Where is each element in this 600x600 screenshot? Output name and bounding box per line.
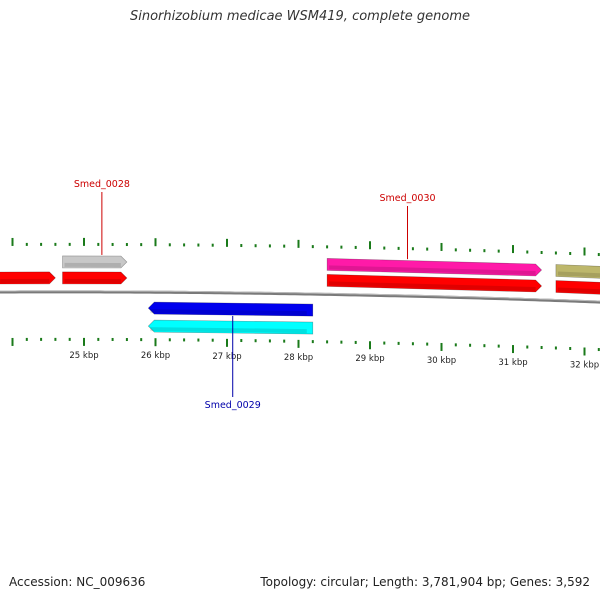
gene-arrow [147,319,314,335]
gene-label: Smed_0029 [205,400,261,411]
bottom-tick-track [11,337,600,356]
genome-backbone [0,290,600,304]
gene-arrow-shade [557,271,600,278]
axis-tick-label: 31 kbp [498,358,527,368]
gene-features [0,255,600,335]
gene-arrow [555,280,600,295]
gene-arrow [326,258,543,277]
gene-arrow [62,271,128,285]
axis-tick-label: 30 kbp [427,356,456,366]
backbone-line [0,290,600,304]
gene-arrow-shade [329,265,536,275]
gene-arrow-shade [329,281,536,291]
axis-tick-label: 28 kbp [284,353,313,363]
gene-arrow [147,301,314,317]
map-title: Sinorhizobium medicae WSM419, complete g… [129,9,471,24]
accession-label: Accession: NC_009636 [9,575,146,589]
axis-tick-label: 29 kbp [355,354,384,364]
gene-arrow-shade [150,309,307,316]
gene-arrow [0,271,56,285]
axis-tick-label: 32 kbp [570,361,599,371]
gene-label: Smed_0028 [74,179,130,190]
axis-labels: 25 kbp 26 kbp 27 kbp 28 kbp 29 kbp 30 kbp 31 k… [69,351,599,371]
gene-arrow [326,274,543,293]
gene-arrow-shade [557,287,600,294]
gene-arrow [555,264,600,279]
gene-arrow [62,255,128,269]
backbone-highlight [0,290,600,302]
top-tick-track [11,237,600,257]
gene-arrow-shade [64,278,121,283]
gene-arrow-shade [150,327,307,334]
gene-arrow-shade [64,262,121,267]
gene-labels: Smed_0028 Smed_0029 Smed_0030 [74,179,436,411]
axis-tick-label: 27 kbp [212,352,241,362]
gene-arrow-shade [0,278,50,283]
axis-tick-label: 25 kbp [69,351,98,361]
axis-tick-label: 26 kbp [141,351,170,361]
gene-label: Smed_0030 [379,193,435,204]
topology-label: Topology: circular; Length: 3,781,904 bp… [260,575,590,589]
